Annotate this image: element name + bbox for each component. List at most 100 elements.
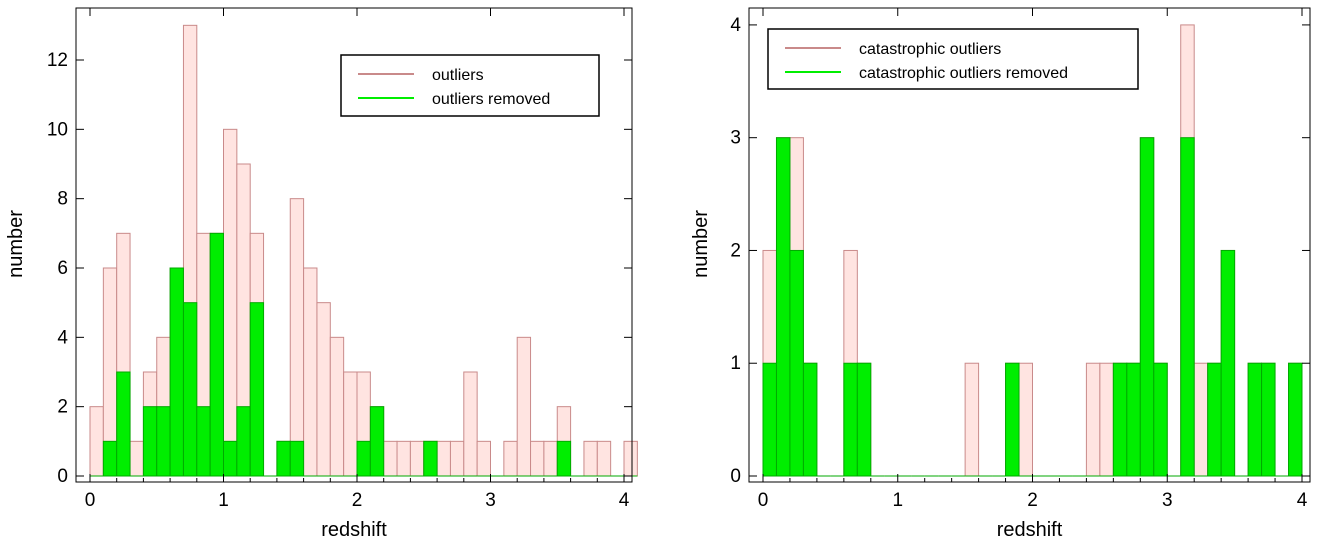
outliers-bar — [396, 440, 411, 477]
x-tick-label: 1 — [218, 490, 229, 511]
removed-bar — [249, 302, 265, 477]
outliers-bar — [583, 440, 598, 477]
left-legend-box — [340, 54, 600, 117]
left-plot-frame — [75, 7, 633, 483]
removed-bar — [775, 137, 791, 477]
removed-bar — [209, 232, 224, 477]
left-legend-label-outliers: outliers — [432, 67, 484, 84]
left-removed-bars — [90, 232, 638, 477]
outliers-bar — [1193, 362, 1209, 477]
outliers-bar — [476, 440, 491, 477]
removed-bar — [1220, 249, 1236, 477]
right-legend-label-outliers: catastrophic outliers — [859, 41, 1001, 58]
outliers-bar — [623, 440, 638, 477]
removed-bar — [156, 406, 171, 477]
right-removed-bars — [762, 137, 1303, 477]
removed-bar — [789, 249, 804, 477]
outliers-bar — [129, 440, 144, 477]
x-tick-label: 3 — [1162, 490, 1173, 511]
removed-bar — [1005, 362, 1020, 477]
y-tick-label: 6 — [57, 258, 68, 279]
outliers-bar — [316, 302, 331, 477]
right-legend-label-removed: catastrophic outliers removed — [859, 65, 1068, 82]
x-tick-label: 3 — [485, 490, 496, 511]
x-tick-label: 4 — [619, 490, 630, 511]
x-tick-label: 2 — [352, 490, 363, 511]
removed-bar — [182, 302, 198, 477]
removed-bar — [142, 406, 158, 477]
removed-bar — [1139, 137, 1155, 477]
removed-bar — [356, 440, 371, 477]
removed-bar — [1112, 362, 1128, 477]
outliers-bar — [1085, 362, 1101, 477]
right-legend-box — [767, 28, 1139, 90]
left-y-axis-title: number — [5, 210, 27, 278]
removed-bar — [223, 440, 238, 477]
outliers-bar — [383, 440, 398, 477]
right-plot-frame — [748, 7, 1311, 483]
removed-bar — [169, 267, 184, 477]
left-legend-label-removed: outliers removed — [432, 91, 550, 108]
outliers-bar — [409, 440, 425, 477]
left-x-axis-title: redshift — [321, 519, 387, 541]
removed-bar — [236, 406, 251, 477]
right-histogram-panel: 0 1 2 3 4 0 1 2 3 4 redshift number catastrophic … — [690, 7, 1311, 541]
outliers-bar — [449, 440, 465, 477]
outliers-bar — [530, 440, 545, 477]
outliers-bar — [223, 128, 238, 477]
y-tick-label: 8 — [57, 189, 68, 210]
removed-bar — [196, 406, 211, 477]
right-x-axis-title: redshift — [997, 519, 1063, 541]
x-tick-label: 2 — [1027, 490, 1038, 511]
outliers-bar — [89, 406, 104, 477]
y-tick-label: 4 — [57, 327, 68, 348]
y-tick-label: 10 — [47, 119, 68, 140]
outliers-bar — [289, 198, 305, 477]
removed-bar — [289, 440, 305, 477]
removed-bar — [369, 406, 385, 477]
outliers-bar — [436, 440, 451, 477]
right-y-axis-title: number — [690, 210, 712, 278]
removed-bar — [762, 362, 777, 477]
x-tick-label: 4 — [1297, 490, 1308, 511]
removed-bar — [1153, 362, 1168, 477]
outliers-bar — [329, 336, 345, 477]
outliers-bar — [1018, 362, 1034, 477]
outliers-bar — [1099, 362, 1114, 477]
y-tick-label: 0 — [57, 466, 68, 487]
y-tick-label: 2 — [57, 397, 68, 418]
outliers-bar — [343, 371, 358, 477]
outliers-bar — [303, 267, 318, 477]
removed-bar — [1247, 362, 1263, 477]
y-tick-label: 2 — [730, 240, 741, 261]
removed-bar — [1288, 362, 1303, 477]
x-tick-label: 0 — [758, 490, 769, 511]
removed-bar — [1261, 362, 1276, 477]
right-legend: catastrophic outliers catastrophic outli… — [767, 28, 1139, 90]
removed-bar — [856, 362, 872, 477]
y-tick-label: 1 — [730, 353, 741, 374]
y-tick-label: 3 — [730, 128, 741, 149]
y-tick-label: 4 — [730, 15, 741, 36]
removed-bar — [843, 362, 858, 477]
removed-bar — [1180, 137, 1195, 477]
removed-bar — [116, 371, 131, 477]
outliers-bar — [543, 440, 558, 477]
outliers-bar — [964, 362, 980, 477]
y-tick-label: 12 — [47, 50, 68, 71]
left-legend: outliers outliers removed — [340, 54, 600, 117]
x-tick-label: 0 — [85, 490, 96, 511]
removed-bar — [102, 440, 118, 477]
outliers-bar — [503, 440, 518, 477]
y-tick-label: 0 — [730, 466, 741, 487]
removed-bar — [276, 440, 291, 477]
outliers-bar — [463, 371, 478, 477]
outliers-bar — [516, 336, 532, 477]
removed-bar — [1207, 362, 1222, 477]
x-tick-label: 1 — [892, 490, 903, 511]
right-axis-ticks: 0 1 2 3 4 0 1 2 3 4 — [730, 8, 1310, 511]
removed-bar — [556, 440, 572, 477]
removed-bar — [1126, 362, 1141, 477]
